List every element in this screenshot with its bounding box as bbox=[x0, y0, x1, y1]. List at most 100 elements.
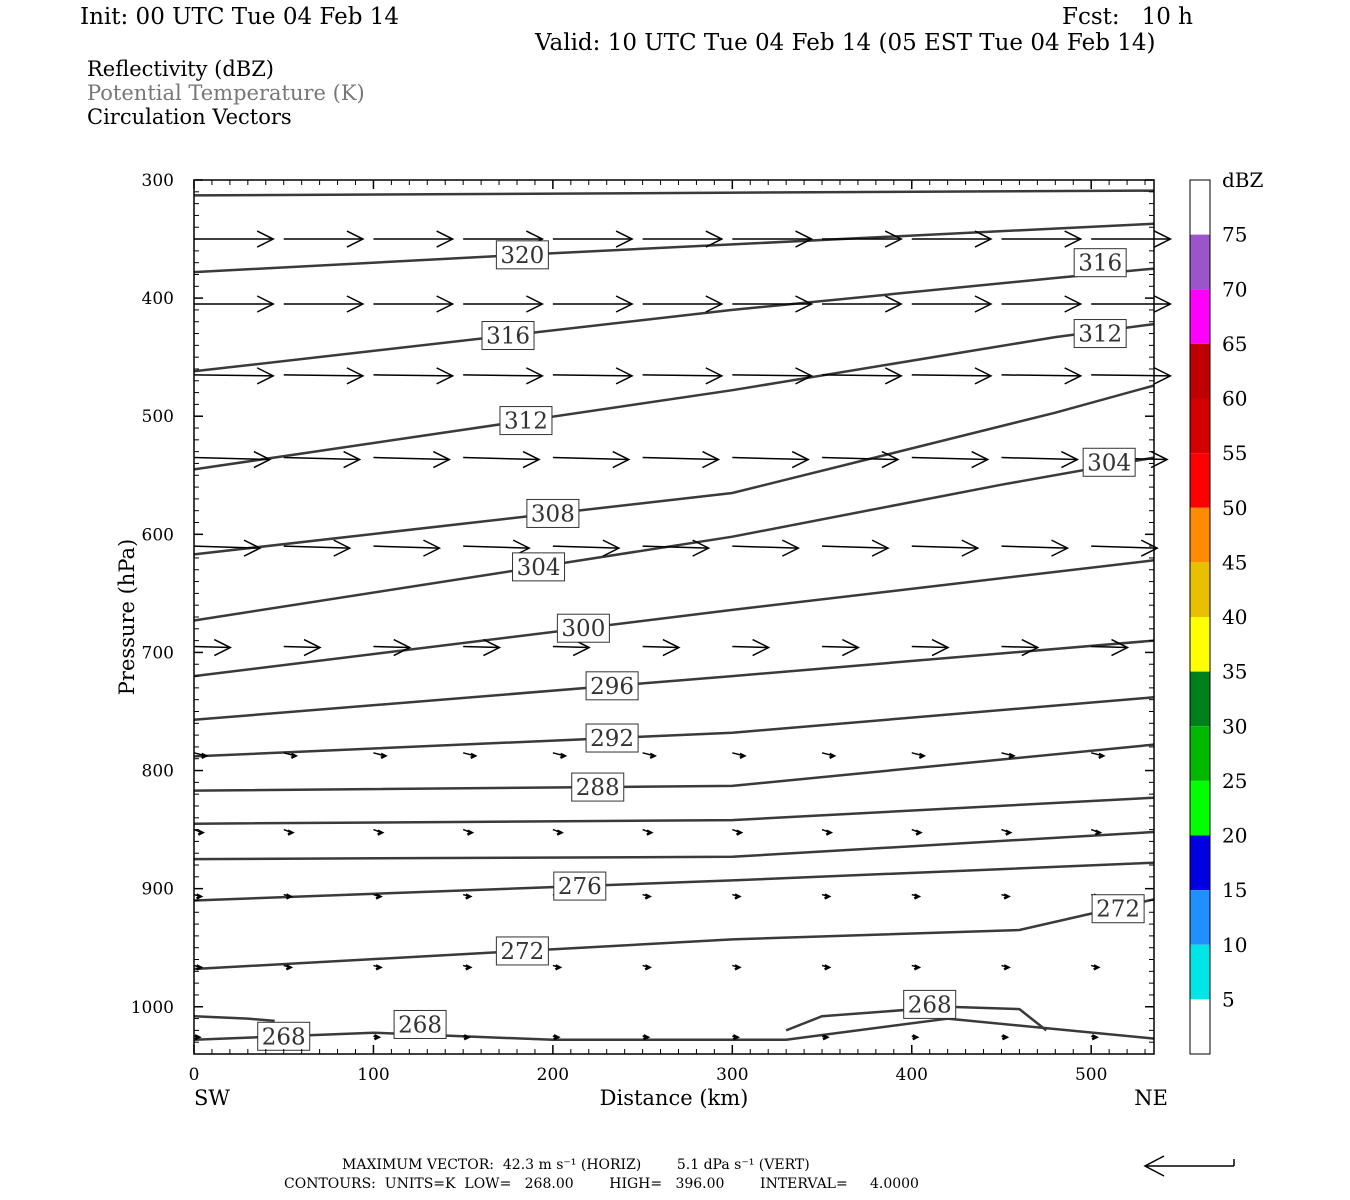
circulation-vector-head bbox=[393, 638, 412, 657]
contour-line-1 bbox=[193, 222, 1155, 274]
circulation-vector-head bbox=[884, 367, 903, 385]
circulation-vector-head bbox=[465, 893, 473, 900]
circulation-vector bbox=[373, 374, 453, 377]
circulation-vector-head bbox=[644, 964, 652, 971]
circulation-vector-head bbox=[615, 367, 634, 385]
contour-line-10 bbox=[193, 796, 1155, 825]
colorbar-label: 15 bbox=[1222, 878, 1247, 902]
circulation-vector-head bbox=[423, 539, 442, 557]
contour-label-272-b: 272 bbox=[1096, 897, 1140, 923]
circulation-vector bbox=[1001, 645, 1038, 649]
contour-line-7 bbox=[193, 639, 1155, 722]
circulation-vector-head bbox=[961, 539, 980, 557]
circulation-vector bbox=[552, 456, 629, 461]
contour-line-6 bbox=[193, 559, 1155, 678]
colorbar-swatch bbox=[1190, 671, 1210, 727]
circulation-vector-head bbox=[912, 1034, 920, 1041]
circulation-vector bbox=[822, 545, 889, 549]
circulation-vector-head bbox=[1061, 450, 1080, 469]
circulation-vector bbox=[911, 545, 978, 549]
contour-label-288-box bbox=[571, 772, 625, 802]
y-tick-label: 700 bbox=[142, 643, 174, 663]
circulation-vector-head bbox=[373, 1034, 382, 1041]
circulation-vector-head bbox=[213, 638, 232, 657]
footer-contour-info: CONTOURS: UNITS=K LOW= 268.00 HIGH= 396.… bbox=[284, 1176, 919, 1192]
colorbar-title: dBZ bbox=[1222, 168, 1264, 192]
colorbar-label: 55 bbox=[1222, 441, 1247, 465]
circulation-vector-head bbox=[662, 638, 681, 657]
circulation-vector bbox=[463, 545, 530, 549]
colorbar-label: 20 bbox=[1222, 824, 1247, 848]
contour-label-312-b-box bbox=[1073, 319, 1127, 349]
circulation-vector-head bbox=[526, 367, 545, 385]
contour-label-292: 292 bbox=[590, 726, 634, 752]
circulation-vector-head bbox=[256, 295, 275, 313]
circulation-vector-head bbox=[971, 450, 990, 469]
contour-line-12 bbox=[193, 861, 1155, 902]
x-tick-label: 300 bbox=[716, 1065, 748, 1085]
contour-line-2 bbox=[193, 267, 1155, 373]
colorbar-label: 65 bbox=[1222, 332, 1247, 356]
contour-label-300-box bbox=[556, 613, 610, 643]
y-tick-label: 600 bbox=[142, 525, 174, 545]
circulation-vector-head bbox=[1008, 752, 1016, 759]
circulation-vector bbox=[283, 545, 350, 549]
circulation-vector-head bbox=[881, 450, 900, 469]
contour-label-316-b: 316 bbox=[1078, 251, 1122, 277]
colorbar-swatch bbox=[1190, 343, 1210, 399]
circulation-vector-head bbox=[1021, 638, 1040, 657]
contour-label-272-b-box bbox=[1091, 894, 1145, 924]
contour-line-8 bbox=[193, 696, 1155, 758]
circulation-vector-head bbox=[642, 1034, 651, 1041]
circulation-vector bbox=[732, 545, 799, 549]
circulation-vector-head bbox=[615, 230, 634, 248]
colorbar-label: 40 bbox=[1222, 605, 1247, 629]
circulation-vector bbox=[1001, 545, 1068, 549]
circulation-vector bbox=[1091, 545, 1158, 549]
legend-circulation-vectors: Circulation Vectors bbox=[87, 105, 292, 129]
circulation-vector bbox=[1091, 374, 1171, 377]
contour-label-304: 304 bbox=[517, 555, 561, 581]
contour-label-296-box bbox=[585, 671, 639, 701]
circulation-vector-head bbox=[290, 752, 299, 759]
circulation-vector-head bbox=[1003, 893, 1011, 900]
circulation-vector-head bbox=[824, 893, 832, 900]
circulation-vector-head bbox=[825, 829, 834, 836]
contour-label-268-c: 268 bbox=[908, 992, 952, 1018]
circulation-vector-head bbox=[196, 964, 204, 971]
x-end-label-right: NE bbox=[1134, 1086, 1168, 1110]
circulation-vector bbox=[373, 645, 410, 649]
contour-label-296: 296 bbox=[590, 674, 634, 700]
circulation-vector-head bbox=[1098, 752, 1106, 759]
contour-label-268: 268 bbox=[262, 1024, 306, 1050]
circulation-vector-head bbox=[791, 450, 810, 469]
contour-line-5 bbox=[193, 456, 1155, 622]
contour-label-layer: 320 316 316 312 312 308 304 304 300 296 292 288 276 2… bbox=[257, 240, 1145, 1051]
axes-layer: 300 400 500 600 700 800 900 1000 0 100 200 300 400 50… bbox=[115, 171, 1168, 1110]
circulation-vector-head bbox=[795, 367, 814, 385]
colorbar-swatch bbox=[1190, 835, 1210, 891]
contour-label-292-box bbox=[585, 723, 639, 753]
circulation-vector-head bbox=[734, 964, 742, 971]
circulation-vector-head bbox=[736, 829, 744, 836]
colorbar-frame bbox=[1189, 179, 1211, 1055]
legend-reflectivity: Reflectivity (dBZ) bbox=[87, 57, 275, 81]
circulation-vector-head bbox=[243, 539, 262, 557]
circulation-vector-head bbox=[1064, 230, 1083, 248]
colorbar: dBZ 75 70 65 60 55 50 45 40 35 30 25 20 15 10 5 bbox=[1189, 168, 1264, 1055]
circulation-vector-head bbox=[871, 539, 890, 557]
circulation-vector-head bbox=[915, 829, 923, 836]
colorbar-label: 70 bbox=[1222, 277, 1247, 301]
x-tick-label: 400 bbox=[896, 1065, 928, 1085]
circulation-vector-head bbox=[1154, 230, 1173, 248]
circulation-vector-head bbox=[436, 367, 455, 385]
circulation-vector-head bbox=[913, 893, 922, 900]
contour-label-300: 300 bbox=[561, 616, 605, 642]
circulation-vector bbox=[642, 456, 719, 461]
circulation-vector-head bbox=[734, 893, 742, 900]
circulation-vector-head bbox=[1154, 295, 1173, 313]
circulation-vector-head bbox=[795, 230, 814, 248]
colorbar-swatch bbox=[1190, 180, 1210, 235]
circulation-vector-head bbox=[646, 829, 654, 836]
circulation-vector-head bbox=[739, 752, 747, 759]
